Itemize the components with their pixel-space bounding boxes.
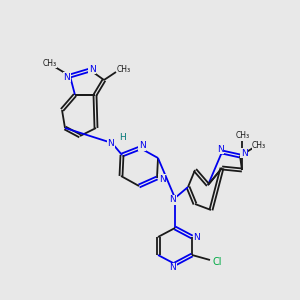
Text: N: N xyxy=(88,64,95,74)
Text: CH₃: CH₃ xyxy=(43,58,57,68)
Text: N: N xyxy=(169,196,176,205)
Text: Cl: Cl xyxy=(212,257,222,267)
Text: N: N xyxy=(194,233,200,242)
Text: N: N xyxy=(169,263,176,272)
Text: CH₃: CH₃ xyxy=(252,140,266,149)
Text: N: N xyxy=(108,140,114,148)
Text: N: N xyxy=(159,175,165,184)
Text: N: N xyxy=(139,142,145,151)
Text: N: N xyxy=(217,145,224,154)
Text: CH₃: CH₃ xyxy=(117,64,131,74)
Text: N: N xyxy=(241,148,248,158)
Text: H: H xyxy=(118,134,125,142)
Text: CH₃: CH₃ xyxy=(236,131,250,140)
Text: N: N xyxy=(64,73,70,82)
